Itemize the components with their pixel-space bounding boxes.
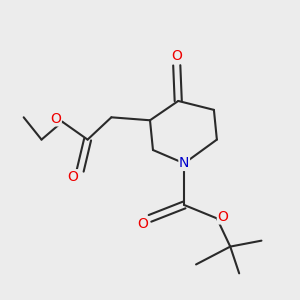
Text: O: O [171,50,182,63]
Text: O: O [137,217,148,231]
Text: N: N [179,156,189,170]
Text: O: O [67,170,78,184]
Text: O: O [218,210,228,224]
Text: O: O [50,112,61,126]
